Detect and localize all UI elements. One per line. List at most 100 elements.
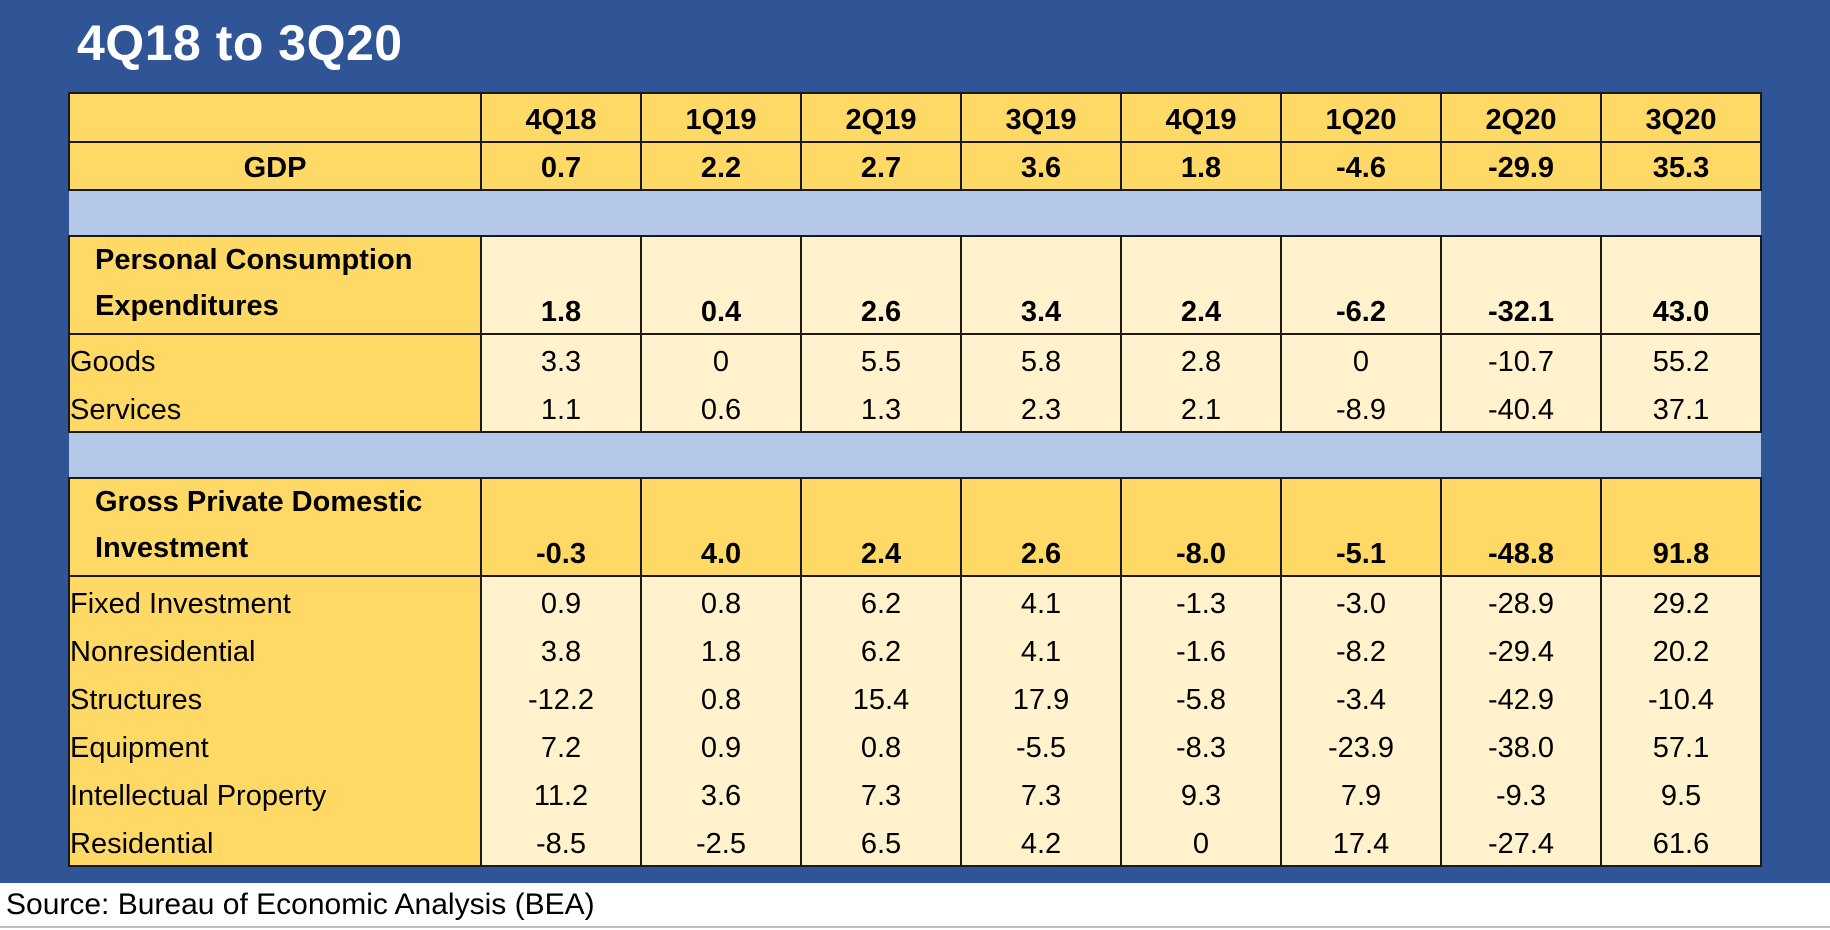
gpdi-value: 2.4 [800,477,962,577]
goods-value: 5.5 [800,334,962,383]
fixed-investment-value: 4.1 [960,576,1122,625]
structures-value: -3.4 [1280,673,1442,721]
column-header: 2Q20 [1440,92,1602,143]
separator-row [69,189,1761,237]
equipment-value: 0.8 [800,721,962,769]
column-header: 4Q19 [1120,92,1282,143]
goods-value: 3.3 [480,334,642,383]
pce-label-line1: Personal Consumption [95,244,413,276]
goods-row: Goods 3.3 0 5.5 5.8 2.8 0 -10.7 55.2 [68,334,1762,383]
fixed-investment-value: 6.2 [800,576,962,625]
intellectual-property-label: Intellectual Property [68,769,482,817]
equipment-value: 7.2 [480,721,642,769]
intellectual-property-value: 7.3 [960,769,1122,817]
residential-value: -8.5 [480,817,642,867]
equipment-label: Equipment [68,721,482,769]
gpdi-row: Gross Private Domestic Investment -0.3 4… [68,477,1762,577]
pce-value: 2.4 [1120,235,1282,335]
separator-band [69,189,1761,237]
gdp-row: GDP 0.7 2.2 2.7 3.6 1.8 -4.6 -29.9 35.3 [68,141,1762,191]
services-value: -8.9 [1280,383,1442,433]
equipment-value: 57.1 [1600,721,1762,769]
structures-value: -10.4 [1600,673,1762,721]
gpdi-label-line2: Investment [95,532,249,564]
fixed-investment-label: Fixed Investment [68,576,482,625]
equipment-row: Equipment 7.2 0.9 0.8 -5.5 -8.3 -23.9 -3… [68,721,1762,769]
equipment-value: -38.0 [1440,721,1602,769]
structures-value: 17.9 [960,673,1122,721]
pce-value: 3.4 [960,235,1122,335]
intellectual-property-value: 9.5 [1600,769,1762,817]
goods-label: Goods [68,334,482,383]
goods-value: 0 [640,334,802,383]
equipment-value: -8.3 [1120,721,1282,769]
gdp-value: -4.6 [1280,141,1442,191]
goods-value: 0 [1280,334,1442,383]
services-value: 2.3 [960,383,1122,433]
gpdi-label-line1: Gross Private Domestic [95,486,423,518]
gpdi-value: -48.8 [1440,477,1602,577]
pce-label-line2: Expenditures [95,290,279,322]
intellectual-property-value: 7.3 [800,769,962,817]
gdp-value: 35.3 [1600,141,1762,191]
services-value: 0.6 [640,383,802,433]
services-row: Services 1.1 0.6 1.3 2.3 2.1 -8.9 -40.4 … [68,383,1762,433]
column-header: 1Q19 [640,92,802,143]
gpdi-value: -5.1 [1280,477,1442,577]
nonresidential-row: Nonresidential 3.8 1.8 6.2 4.1 -1.6 -8.2… [68,625,1762,673]
fixed-investment-value: -3.0 [1280,576,1442,625]
intellectual-property-value: 7.9 [1280,769,1442,817]
pce-row: Personal Consumption Expenditures 1.8 0.… [68,235,1762,335]
nonresidential-value: -8.2 [1280,625,1442,673]
pce-value: 1.8 [480,235,642,335]
gdp-value: 2.2 [640,141,802,191]
structures-label: Structures [68,673,482,721]
equipment-value: -23.9 [1280,721,1442,769]
nonresidential-value: 20.2 [1600,625,1762,673]
pce-value: 0.4 [640,235,802,335]
nonresidential-value: 6.2 [800,625,962,673]
pce-label: Personal Consumption Expenditures [68,235,482,335]
gpdi-value: -0.3 [480,477,642,577]
residential-row: Residential -8.5 -2.5 6.5 4.2 0 17.4 -27… [68,817,1762,867]
residential-value: 61.6 [1600,817,1762,867]
column-header-row: 4Q18 1Q19 2Q19 3Q19 4Q19 1Q20 2Q20 3Q20 [68,92,1762,143]
goods-value: -10.7 [1440,334,1602,383]
fixed-investment-value: -1.3 [1120,576,1282,625]
structures-value: 15.4 [800,673,962,721]
residential-value: 4.2 [960,817,1122,867]
residential-value: 6.5 [800,817,962,867]
page-title: 4Q18 to 3Q20 [77,15,403,71]
equipment-value: -5.5 [960,721,1122,769]
gdp-label: GDP [68,141,482,191]
residential-value: -27.4 [1440,817,1602,867]
column-header: 1Q20 [1280,92,1442,143]
separator-band [69,431,1761,479]
services-value: 1.3 [800,383,962,433]
nonresidential-value: 4.1 [960,625,1122,673]
services-value: -40.4 [1440,383,1602,433]
services-value: 2.1 [1120,383,1282,433]
gdp-value: 3.6 [960,141,1122,191]
gpdi-value: 2.6 [960,477,1122,577]
gpdi-value: 91.8 [1600,477,1762,577]
gpdi-label: Gross Private Domestic Investment [68,477,482,577]
nonresidential-label: Nonresidential [68,625,482,673]
gdp-value: -29.9 [1440,141,1602,191]
residential-value: -2.5 [640,817,802,867]
residential-value: 0 [1120,817,1282,867]
gdp-value: 0.7 [480,141,642,191]
fixed-investment-value: 29.2 [1600,576,1762,625]
pce-value: 2.6 [800,235,962,335]
slide-panel: 4Q18 to 3Q20 4Q18 1Q19 2Q19 3Q19 4Q19 1Q… [0,0,1830,883]
bottom-divider [0,926,1830,928]
gdp-components-table: 4Q18 1Q19 2Q19 3Q19 4Q19 1Q20 2Q20 3Q20 … [68,92,1762,867]
services-value: 37.1 [1600,383,1762,433]
pce-value: -32.1 [1440,235,1602,335]
services-label: Services [68,383,482,433]
structures-value: -5.8 [1120,673,1282,721]
residential-value: 17.4 [1280,817,1442,867]
intellectual-property-value: 3.6 [640,769,802,817]
goods-value: 2.8 [1120,334,1282,383]
structures-value: 0.8 [640,673,802,721]
